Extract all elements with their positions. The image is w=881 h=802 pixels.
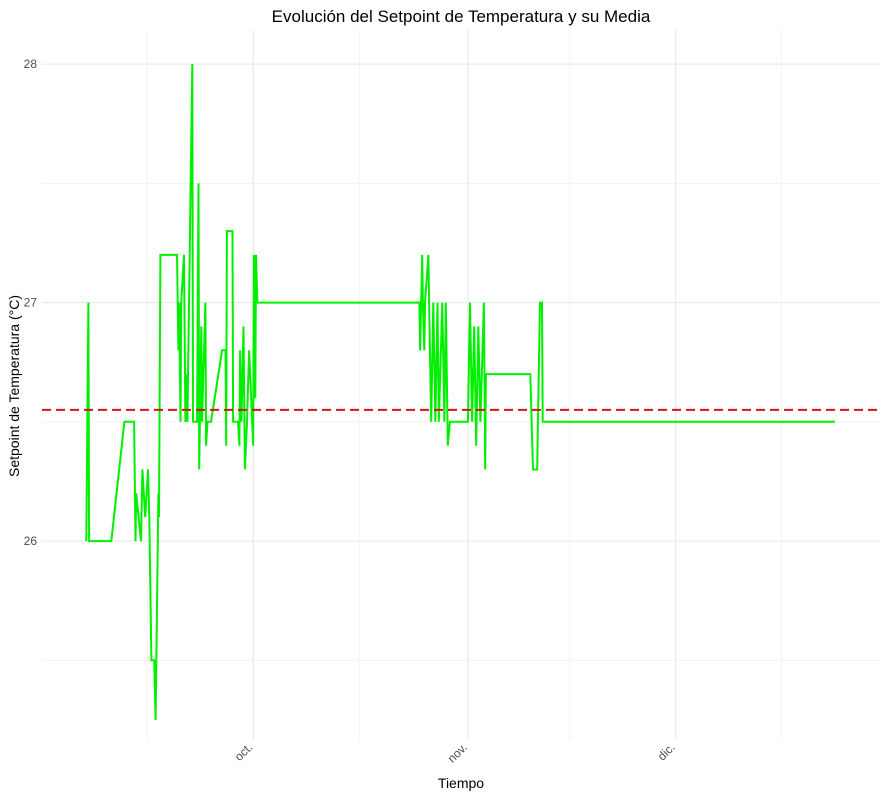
y-tick-label: 26 bbox=[24, 534, 38, 548]
chart-title: Evolución del Setpoint de Temperatura y … bbox=[272, 7, 651, 26]
y-tick-label: 27 bbox=[24, 296, 38, 310]
series-line bbox=[85, 64, 835, 721]
x-tick-label: oct. bbox=[232, 740, 256, 764]
y-axis-title: Setpoint de Temperatura (°C) bbox=[6, 295, 22, 477]
x-tick-label: dic. bbox=[655, 740, 678, 763]
x-axis-title: Tiempo bbox=[438, 775, 484, 791]
x-tick-label: nov. bbox=[445, 740, 470, 765]
y-tick-label: 28 bbox=[24, 57, 38, 71]
